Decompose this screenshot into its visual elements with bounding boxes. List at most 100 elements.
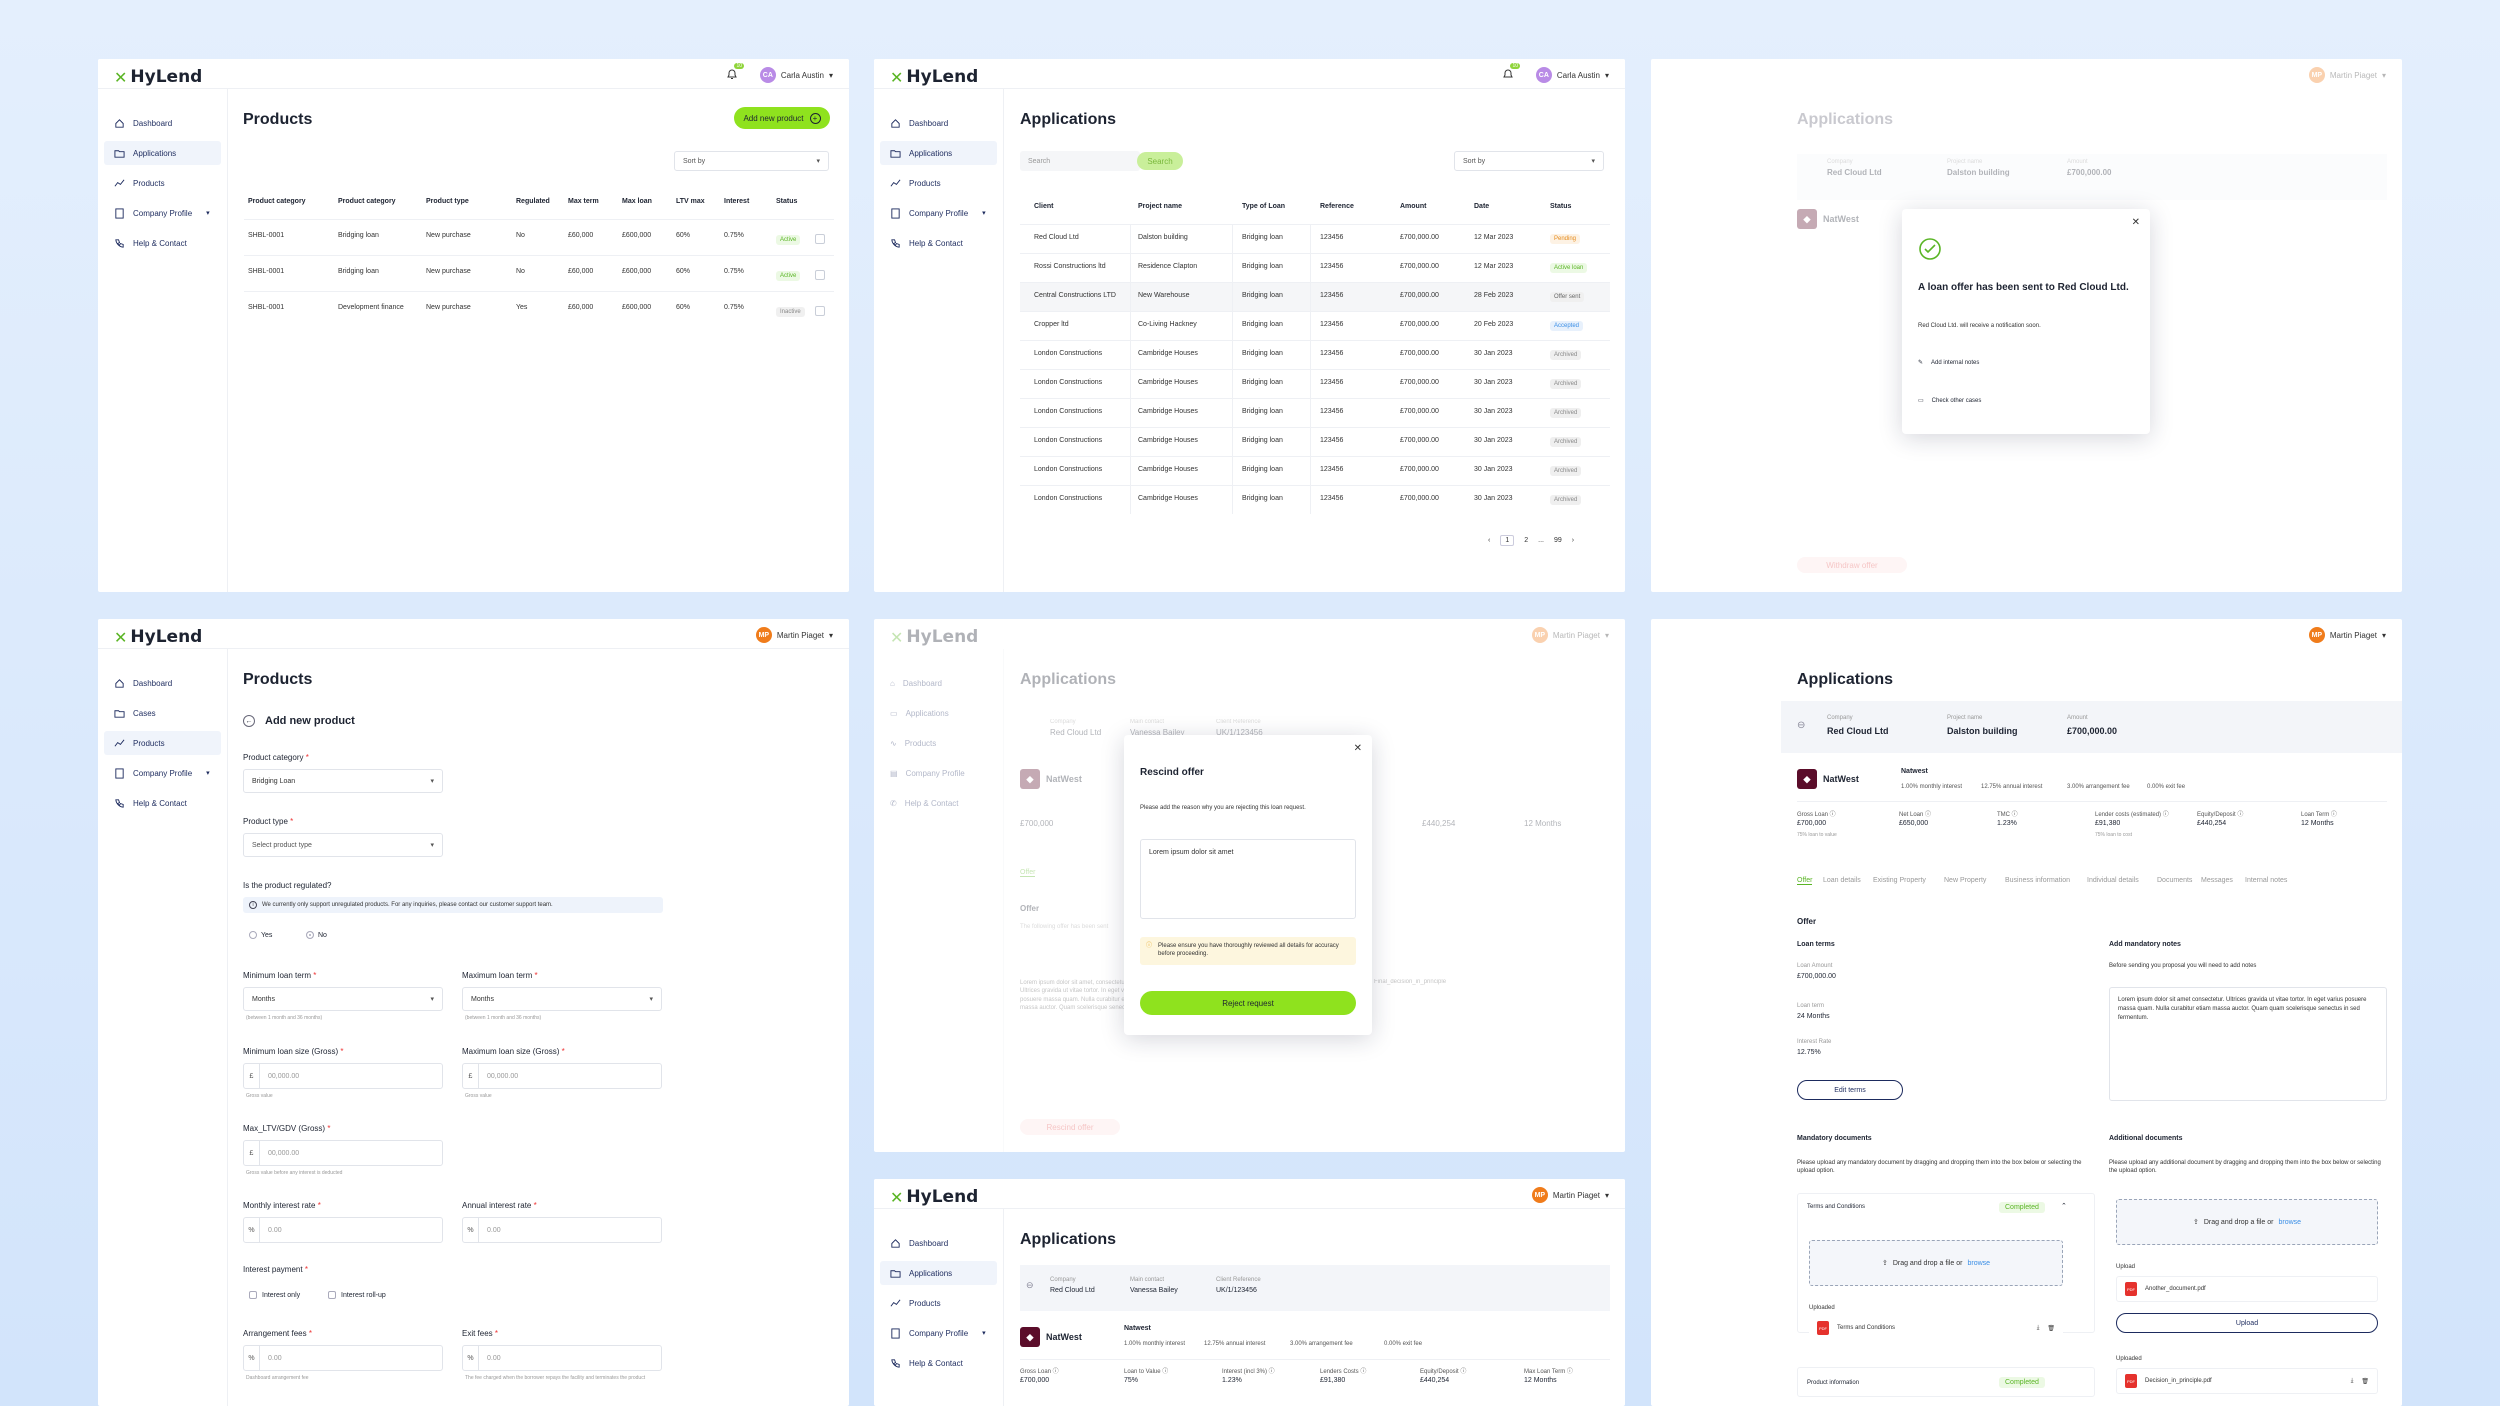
sidebar-item-help[interactable]: Help & Contact [880,231,997,255]
sidebar-item-applications[interactable]: Applications [104,141,221,165]
sidebar-item-applications[interactable]: Applications [880,141,997,165]
reject-request-button[interactable]: Reject request [1140,991,1356,1015]
tab-item[interactable]: Internal notes [2245,877,2288,884]
check-cases-link[interactable]: ▭ Check other cases [1918,397,1981,405]
max-size-input[interactable]: £00,000.00 [462,1063,662,1089]
page-button[interactable]: 99 [1554,537,1562,544]
user-menu[interactable]: MP Martin Piaget ▾ [755,627,833,643]
logo[interactable]: ✕ HyLend [890,1187,978,1207]
trash-icon[interactable]: 🗑 [2047,1325,2055,1332]
tab-item[interactable]: Business information [2005,877,2070,884]
tab-item[interactable]: Loan details [1823,877,1861,884]
edit-icon[interactable] [815,306,825,316]
min-size-input[interactable]: £00,000.00 [243,1063,443,1089]
chevron-up-icon[interactable]: ⌃ [2061,1203,2067,1210]
sidebar-item-dashboard[interactable]: Dashboard [880,111,997,135]
sidebar-item-dashboard[interactable]: Dashboard [104,671,221,695]
sidebar-item-applications[interactable]: ▭ Applications [880,701,997,725]
download-icon[interactable]: ⤓ [2036,1324,2040,1331]
interest-rollup-checkbox[interactable]: Interest roll-up [328,1291,386,1299]
edit-terms-button[interactable]: Edit terms [1797,1080,1903,1100]
next-page-button[interactable]: › [1571,537,1575,544]
page-button[interactable]: 2 [1524,537,1529,544]
search-input[interactable]: Search [1020,151,1140,171]
logo[interactable]: ✕ HyLend [890,67,978,87]
exit-input[interactable]: % 0.00 [462,1345,662,1371]
edit-icon[interactable] [815,234,825,244]
tab-item[interactable]: Individual details [2087,877,2139,884]
type-select[interactable]: Select product type ▾ [243,833,443,857]
user-menu[interactable]: CA Carla Austin ▾ [1535,67,1609,83]
prev-page-button[interactable]: ‹ [1488,537,1491,544]
sidebar-item-help[interactable]: ✆ Help & Contact [880,791,997,815]
user-menu[interactable]: MP Martin Piaget ▾ [1531,627,1609,643]
download-icon[interactable]: ⤓ [2350,1377,2354,1384]
search-button[interactable]: Search [1137,152,1183,170]
bell-icon[interactable]: 10 [725,63,744,81]
sidebar-item-cases[interactable]: Cases [104,701,221,725]
sidebar-item-dashboard[interactable]: Dashboard [104,111,221,135]
rescind-offer-button[interactable]: Rescind offer [1020,1119,1120,1135]
add-product-button[interactable]: Add new product + [734,107,830,129]
tab-item[interactable]: New Property [1944,877,1987,884]
logo[interactable]: ✕ HyLend [114,67,202,87]
back-button[interactable]: ← Add new product [243,715,355,727]
sidebar-item-products[interactable]: Products [104,731,221,755]
sidebar-item-help[interactable]: Help & Contact [880,1351,997,1375]
close-icon[interactable]: ✕ [1353,743,1362,754]
browse-link[interactable]: browse [1967,1259,1991,1267]
edit-icon[interactable] [815,270,825,280]
close-icon[interactable]: ✕ [2131,217,2140,228]
regulated-no[interactable]: No [306,931,327,939]
tab-item[interactable]: Existing Property [1873,877,1926,884]
bell-icon[interactable]: 10 [1501,63,1520,81]
arrangement-input[interactable]: % 0.00 [243,1345,443,1371]
sidebar-item-help[interactable]: Help & Contact [104,231,221,255]
monthly-rate-input[interactable]: % 0.00 [243,1217,443,1243]
tab-item[interactable]: Offer [1797,877,1813,885]
tab-item[interactable]: Documents [2157,877,2193,884]
max-term-select[interactable]: Months ▾ [462,987,662,1011]
interest-only-checkbox[interactable]: Interest only [249,1291,300,1299]
annual-rate-input[interactable]: % 0.00 [462,1217,662,1243]
sidebar-item-help[interactable]: Help & Contact [104,791,221,815]
sidebar-item-products[interactable]: Products [104,171,221,195]
trash-icon[interactable]: 🗑 [2361,1378,2369,1385]
logo[interactable]: ✕ HyLend [890,627,978,647]
user-menu[interactable]: MP Martin Piaget ▾ [1531,1187,1609,1203]
additional-dropzone[interactable]: ⇪ Drag and drop a file or browse [2116,1199,2378,1245]
tab-item[interactable]: Messages [2201,877,2233,884]
sidebar-item-company[interactable]: ▤ Company Profile [880,761,997,785]
user-menu[interactable]: MP Martin Piaget ▾ [2308,627,2386,643]
user-menu[interactable]: MP Martin Piaget ▾ [2308,67,2386,83]
sidebar-item-products[interactable]: Products [880,1291,997,1315]
sidebar-item-dashboard[interactable]: ⌂ Dashboard [880,671,997,695]
sidebar-item-company[interactable]: Company Profile ▾ [104,761,221,785]
notes-textarea[interactable]: Lorem ipsum dolor sit amet consectetur. … [2109,987,2387,1101]
sidebar-item-products[interactable]: ∿ Products [880,731,997,755]
page-button[interactable]: 1 [1500,535,1515,546]
reason-textarea[interactable]: Lorem ipsum dolor sit amet [1140,839,1356,919]
sidebar-item-products[interactable]: Products [880,171,997,195]
sort-select[interactable]: Sort by ▾ [674,151,829,171]
browse-link[interactable]: browse [2278,1218,2302,1226]
back-icon[interactable]: ⊖ [1797,720,1806,731]
sort-select[interactable]: Sort by ▾ [1454,151,1604,171]
tab-offer[interactable]: Offer [1020,869,1036,877]
user-menu[interactable]: CA Carla Austin ▾ [759,67,833,83]
sidebar-item-company[interactable]: Company Profile ▾ [880,1321,997,1345]
sidebar-item-applications[interactable]: Applications [880,1261,997,1285]
min-term-select[interactable]: Months ▾ [243,987,443,1011]
sidebar-item-company[interactable]: Company Profile ▾ [880,201,997,225]
withdraw-offer-button[interactable]: Withdraw offer [1797,557,1907,573]
sidebar-item-company[interactable]: Company Profile ▾ [104,201,221,225]
upload-button[interactable]: Upload [2116,1313,2378,1333]
back-icon[interactable]: ⊖ [1026,1280,1034,1290]
category-select[interactable]: Bridging Loan ▾ [243,769,443,793]
regulated-yes[interactable]: Yes [249,931,272,939]
ltv-input[interactable]: £00,000.00 [243,1140,443,1166]
logo[interactable]: ✕ HyLend [114,627,202,647]
sidebar-item-dashboard[interactable]: Dashboard [880,1231,997,1255]
add-notes-link[interactable]: ✎ Add internal notes [1918,359,1979,367]
dropzone[interactable]: ⇪ Drag and drop a file or browse [1809,1240,2063,1286]
